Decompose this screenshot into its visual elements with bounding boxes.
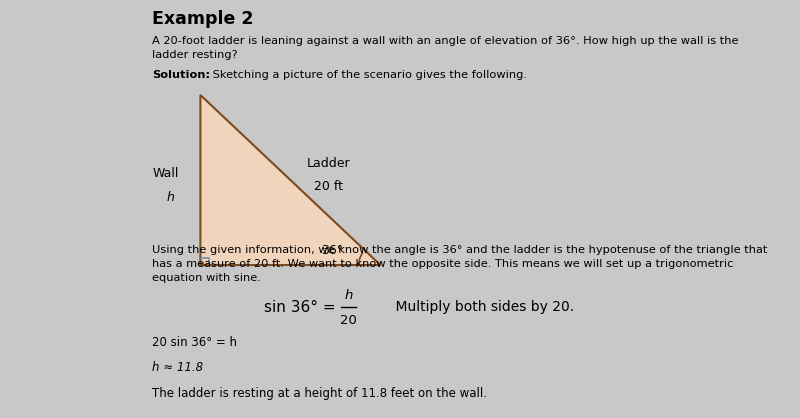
Text: h: h — [344, 289, 353, 302]
Text: Wall: Wall — [152, 167, 178, 180]
Text: sin 36° =: sin 36° = — [264, 300, 336, 315]
Text: The ladder is resting at a height of 11.8 feet on the wall.: The ladder is resting at a height of 11.… — [152, 387, 487, 400]
Text: A 20-foot ladder is leaning against a wall with an angle of elevation of 36°. Ho: A 20-foot ladder is leaning against a wa… — [152, 36, 738, 59]
Text: Sketching a picture of the scenario gives the following.: Sketching a picture of the scenario give… — [209, 70, 526, 80]
Text: h ≈ 11.8: h ≈ 11.8 — [152, 361, 203, 374]
Text: 20 ft: 20 ft — [314, 180, 342, 193]
Polygon shape — [200, 95, 381, 265]
Text: 20: 20 — [340, 314, 357, 327]
Text: 36°: 36° — [321, 244, 343, 257]
Text: Using the given information, we know the angle is 36° and the ladder is the hypo: Using the given information, we know the… — [152, 245, 767, 283]
Text: Multiply both sides by 20.: Multiply both sides by 20. — [378, 300, 574, 314]
Text: Example 2: Example 2 — [152, 10, 254, 28]
Text: Ladder: Ladder — [306, 157, 350, 170]
Text: 20 sin 36° = h: 20 sin 36° = h — [152, 336, 237, 349]
Text: h: h — [166, 191, 174, 204]
Text: Solution:: Solution: — [152, 70, 210, 80]
